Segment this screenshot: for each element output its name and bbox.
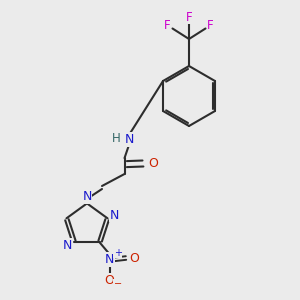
Text: N: N (82, 190, 92, 203)
Text: O: O (105, 274, 114, 287)
Text: F: F (186, 11, 192, 24)
Text: −: − (114, 279, 122, 290)
Text: H: H (112, 131, 121, 145)
Text: N: N (124, 133, 134, 146)
Text: O: O (148, 157, 158, 170)
Text: F: F (207, 19, 214, 32)
Text: O: O (130, 251, 139, 265)
Text: F: F (164, 19, 171, 32)
Text: N: N (105, 253, 114, 266)
Text: N: N (63, 239, 72, 252)
Text: N: N (110, 209, 119, 222)
Text: +: + (114, 248, 122, 258)
